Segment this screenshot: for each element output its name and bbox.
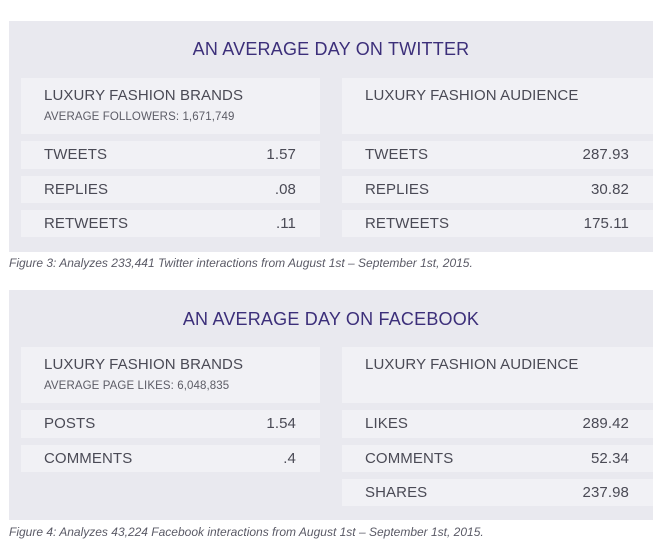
table-row: REPLIES .08 bbox=[21, 176, 320, 203]
row-label: POSTS bbox=[44, 415, 96, 432]
row-value: 237.98 bbox=[582, 484, 629, 501]
facebook-audience-header: LUXURY FASHION AUDIENCE bbox=[342, 347, 653, 403]
facebook-brands-header: LUXURY FASHION BRANDS AVERAGE PAGE LIKES… bbox=[21, 347, 320, 403]
row-label: RETWEETS bbox=[365, 215, 450, 232]
table-row: REPLIES 30.82 bbox=[342, 176, 653, 203]
table-row: LIKES 289.42 bbox=[342, 410, 653, 438]
row-value: 175.11 bbox=[583, 215, 629, 232]
cropped-text-strip bbox=[0, 0, 659, 10]
row-label: COMMENTS bbox=[365, 450, 454, 467]
facebook-brands-subheading: AVERAGE PAGE LIKES: 6,048,835 bbox=[44, 380, 230, 392]
row-value: .11 bbox=[275, 215, 296, 232]
row-label: TWEETS bbox=[44, 146, 108, 163]
row-value: 1.54 bbox=[266, 415, 296, 432]
row-label: COMMENTS bbox=[44, 450, 133, 467]
row-label: REPLIES bbox=[44, 181, 109, 198]
row-label: SHARES bbox=[365, 484, 428, 501]
row-value: 287.93 bbox=[582, 146, 629, 163]
table-row: COMMENTS .4 bbox=[21, 445, 320, 472]
twitter-brands-subheading: AVERAGE FOLLOWERS: 1,671,749 bbox=[44, 111, 235, 123]
twitter-brands-header: LUXURY FASHION BRANDS AVERAGE FOLLOWERS:… bbox=[21, 78, 320, 134]
row-label: LIKES bbox=[365, 415, 409, 432]
table-row: RETWEETS 175.11 bbox=[342, 210, 653, 237]
row-label: TWEETS bbox=[365, 146, 429, 163]
twitter-panel: AN AVERAGE DAY ON TWITTER LUXURY FASHION… bbox=[9, 21, 653, 252]
table-row: TWEETS 1.57 bbox=[21, 141, 320, 169]
row-value: 1.57 bbox=[266, 146, 296, 163]
table-row: POSTS 1.54 bbox=[21, 410, 320, 438]
row-value: 30.82 bbox=[590, 181, 629, 198]
table-row: SHARES 237.98 bbox=[342, 479, 653, 506]
row-value: 52.34 bbox=[590, 450, 629, 467]
twitter-audience-heading: LUXURY FASHION AUDIENCE bbox=[365, 87, 579, 104]
twitter-audience-header: LUXURY FASHION AUDIENCE bbox=[342, 78, 653, 134]
twitter-figure-caption: Figure 3: Analyzes 233,441 Twitter inter… bbox=[9, 256, 473, 270]
row-label: REPLIES bbox=[365, 181, 430, 198]
table-row: COMMENTS 52.34 bbox=[342, 445, 653, 472]
table-row: RETWEETS .11 bbox=[21, 210, 320, 237]
row-label: RETWEETS bbox=[44, 215, 129, 232]
twitter-brands-heading: LUXURY FASHION BRANDS bbox=[44, 87, 244, 104]
row-value: .4 bbox=[283, 450, 296, 467]
facebook-brands-heading: LUXURY FASHION BRANDS bbox=[44, 356, 244, 373]
row-value: 289.42 bbox=[582, 415, 629, 432]
table-row: TWEETS 287.93 bbox=[342, 141, 653, 169]
row-value: .08 bbox=[274, 181, 296, 198]
facebook-figure-caption: Figure 4: Analyzes 43,224 Facebook inter… bbox=[9, 525, 484, 539]
facebook-panel-title: AN AVERAGE DAY ON FACEBOOK bbox=[182, 309, 480, 329]
facebook-panel: AN AVERAGE DAY ON FACEBOOK LUXURY FASHIO… bbox=[9, 290, 653, 520]
twitter-panel-title: AN AVERAGE DAY ON TWITTER bbox=[192, 39, 470, 59]
facebook-audience-heading: LUXURY FASHION AUDIENCE bbox=[365, 356, 579, 373]
